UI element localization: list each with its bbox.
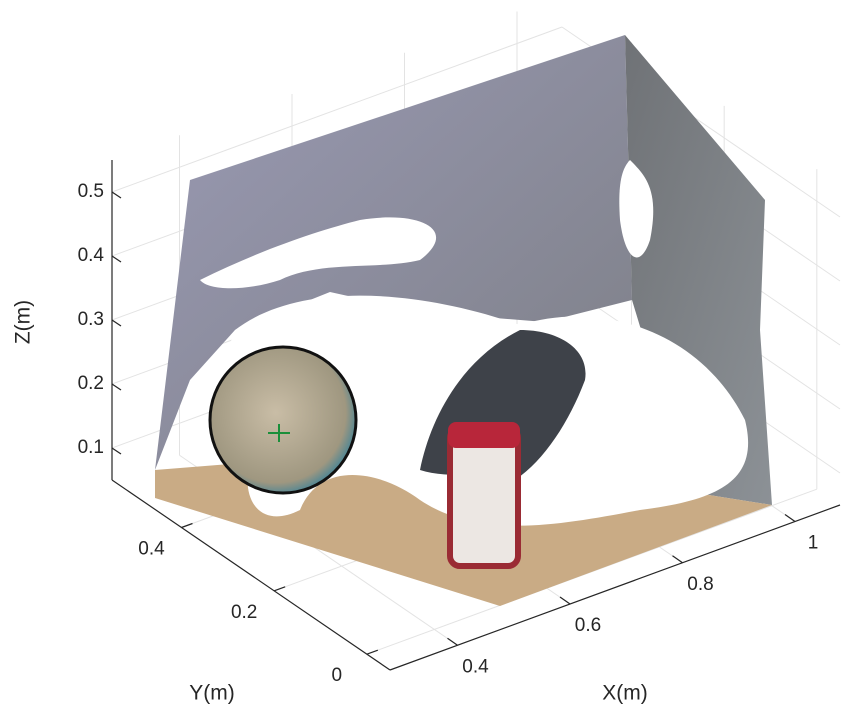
z-tick-label: 0.4 (78, 245, 105, 266)
can (447, 425, 521, 569)
x-tick (447, 637, 458, 646)
y-tick (366, 649, 379, 655)
x-axis-label: X(m) (602, 682, 648, 705)
sphere (208, 345, 358, 495)
x-tick-label: 0.8 (687, 574, 713, 595)
z-tick-label: 0.2 (78, 373, 104, 394)
z-axis-label: Z(m) (12, 300, 35, 344)
x-tick (784, 514, 796, 522)
x-tick-label: 1 (808, 533, 819, 554)
y-tick (181, 522, 193, 529)
y-tick-label: 0.4 (138, 539, 165, 560)
y-tick-label: 0 (332, 665, 343, 686)
x-tick-label: 0.4 (462, 656, 489, 677)
x-tick (559, 596, 571, 605)
y-axis (111, 479, 391, 671)
y-axis-label: Y(m) (189, 682, 235, 705)
grid-line (111, 26, 563, 193)
x-tick (672, 555, 683, 564)
can-lid (448, 422, 520, 448)
hole (200, 217, 437, 289)
axes: 0.4 0.6 0.8 1 0 0.2 0.4 0.1 0.2 0.3 0.4 0.5 X(m) Y(m)… (12, 160, 841, 705)
z-tick (111, 319, 122, 327)
x-tick-label: 0.6 (575, 615, 601, 636)
z-tick (111, 255, 122, 263)
y-tick-label: 0.2 (231, 602, 257, 623)
z-tick (111, 383, 122, 391)
point-cloud (155, 35, 772, 606)
z-tick-label: 0.5 (78, 181, 104, 202)
z-tick-label: 0.1 (78, 437, 104, 458)
hole (619, 160, 654, 258)
x-axis (389, 504, 841, 671)
y-tick (273, 586, 286, 592)
z-tick (111, 191, 122, 199)
z-tick-label: 0.3 (78, 309, 104, 330)
z-tick (111, 447, 122, 455)
